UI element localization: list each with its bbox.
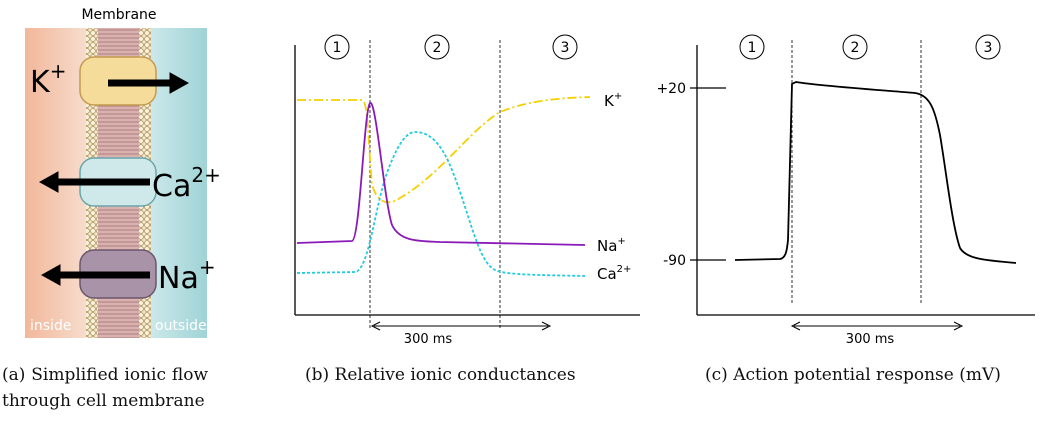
phase: 2 (851, 40, 860, 56)
k-curve (297, 96, 591, 204)
symbol: K (30, 65, 51, 100)
phase-lines (791, 40, 922, 305)
charge: + (199, 255, 216, 279)
symbol: K (604, 92, 615, 110)
ion-label: Na+ (158, 255, 216, 296)
phase: 1 (333, 40, 342, 56)
charge: + (617, 236, 625, 247)
phase-lines (369, 40, 501, 330)
charge: 2+ (191, 163, 220, 187)
symbol: Na (597, 237, 617, 255)
charge: + (50, 59, 67, 83)
phase: 3 (561, 40, 570, 56)
duration-arrow (790, 321, 964, 331)
charge: + (614, 91, 622, 102)
phase: 2 (433, 40, 442, 56)
duration-label: 300 ms (846, 332, 895, 347)
axes (690, 45, 1035, 316)
ion-label: Ca2+ (152, 163, 221, 204)
curve-label: Ca2+ (597, 264, 631, 283)
caption: (a) Simplified ionic flow through cell m… (2, 365, 208, 411)
phase-numbers: 1 2 3 (748, 40, 993, 56)
symbol: Ca (597, 265, 617, 283)
symbol: Ca (152, 169, 191, 204)
y-tick-label: -90 (663, 253, 686, 269)
phase: 3 (984, 40, 993, 56)
inside-label: inside (30, 318, 71, 334)
symbol: Na (158, 261, 199, 296)
outside-label: outside (155, 318, 207, 334)
arrows (38, 72, 190, 286)
charge: 2+ (617, 264, 632, 275)
caption: (c) Action potential response (mV) (705, 365, 1001, 385)
ion-label: K+ (30, 59, 66, 100)
caption: (b) Relative ionic conductances (305, 365, 576, 385)
membrane-label: Membrane (81, 7, 156, 23)
phase: 1 (748, 40, 757, 56)
phase-numbers: 1 2 3 (333, 40, 570, 56)
duration-label: 300 ms (404, 332, 453, 347)
phase-circles (739, 34, 1001, 60)
phase-circles (324, 34, 578, 60)
label-bg (88, 2, 150, 24)
y-tick-label: +20 (656, 81, 686, 97)
action-potential-curve (734, 81, 1017, 264)
axes (294, 45, 640, 316)
curve-label: Na+ (597, 236, 626, 255)
duration-arrow (370, 321, 552, 331)
na-curve (296, 102, 586, 246)
curve-label: K+ (604, 91, 622, 110)
ca-curve (296, 131, 586, 277)
